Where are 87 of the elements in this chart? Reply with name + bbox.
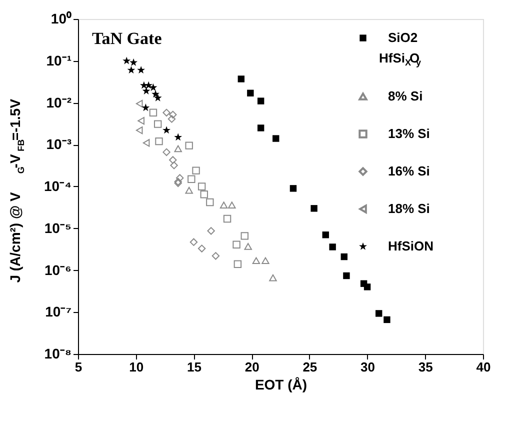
x-tick-label: 40 (476, 360, 491, 374)
point (152, 90, 160, 98)
point (238, 76, 245, 82)
point (198, 182, 206, 190)
point (198, 244, 206, 252)
legend-label: 18% Si (388, 201, 430, 216)
point (127, 66, 136, 74)
point (223, 214, 232, 223)
text: J (A/cm²) @ VG-VFB=-1.5V (7, 98, 26, 283)
point (122, 56, 131, 64)
point (190, 238, 198, 246)
y-tick-label: 10⁻⁸ (44, 346, 72, 362)
point (290, 185, 297, 192)
point (340, 253, 348, 260)
point (262, 257, 270, 264)
x-tick-label: 10 (129, 360, 144, 374)
y-tick-label: 10⁻⁴ (44, 178, 72, 194)
legend-label: HfSiON (388, 238, 434, 254)
point (206, 198, 214, 206)
point (142, 139, 150, 147)
point (136, 126, 143, 134)
point (232, 240, 240, 248)
point (185, 186, 193, 194)
annotation: TaN Gate (92, 29, 162, 48)
x-tick-label: 15 (186, 360, 202, 374)
point (149, 83, 158, 91)
legend-label: 13% Si (388, 126, 430, 141)
legend-label: 8% Si (388, 88, 423, 104)
y-tick-label: 10⁻⁷ (45, 304, 72, 320)
point (174, 133, 182, 141)
point (169, 156, 177, 164)
point (169, 110, 177, 118)
point (154, 94, 162, 102)
point (364, 284, 371, 290)
point (244, 243, 252, 250)
point (136, 100, 143, 108)
point (138, 116, 144, 125)
point (234, 260, 242, 268)
point (310, 205, 318, 212)
point (162, 108, 170, 117)
point (142, 86, 150, 94)
point (144, 81, 153, 89)
point (269, 274, 277, 282)
x-tick-label: 5 (74, 360, 82, 374)
point (343, 272, 350, 280)
point (162, 148, 170, 156)
point (376, 310, 382, 317)
point (168, 115, 176, 123)
y-tick-label: 10⁰ (50, 10, 72, 26)
point (252, 257, 260, 264)
point (212, 252, 220, 260)
point (228, 202, 236, 208)
point (257, 124, 264, 132)
point (185, 142, 193, 150)
point (329, 244, 336, 250)
point (188, 175, 196, 183)
point (192, 166, 200, 174)
x-tick-label: 20 (244, 360, 260, 374)
x-tick-label: 35 (418, 360, 433, 374)
point (155, 137, 163, 146)
point (170, 161, 178, 170)
point (240, 232, 248, 240)
point (220, 202, 228, 208)
point (272, 135, 280, 142)
point (200, 190, 208, 198)
point (174, 145, 182, 152)
point (142, 104, 150, 112)
x-tick-label: 30 (360, 360, 376, 374)
point (257, 98, 264, 104)
y-tick-label: 10⁻⁵ (44, 220, 72, 236)
point (154, 120, 162, 128)
y-tick-label: 10⁻² (46, 94, 72, 110)
point (322, 232, 329, 238)
point (130, 58, 138, 66)
point (384, 316, 390, 324)
x-axis-title: EOT (Å) (254, 376, 308, 392)
point (207, 227, 215, 235)
legend-label: 16% Si (388, 164, 430, 178)
legend-label: SiO2 (388, 30, 418, 45)
x-tick-label: 25 (302, 360, 318, 374)
y-tick-label: 10⁻³ (46, 136, 72, 152)
point (137, 66, 146, 74)
y-tick-label: 10⁻⁶ (44, 262, 72, 278)
y-tick-label: 10⁻¹ (46, 52, 72, 68)
point (247, 90, 254, 96)
point (162, 126, 170, 134)
point (149, 108, 158, 117)
